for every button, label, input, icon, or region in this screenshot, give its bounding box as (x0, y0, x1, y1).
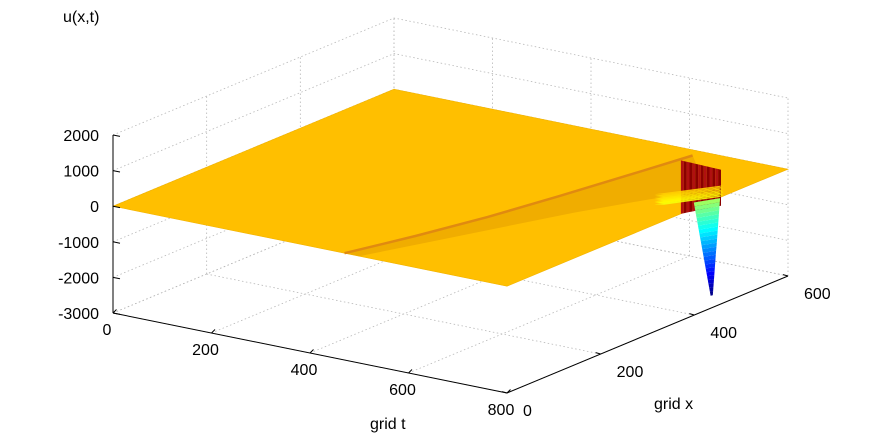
axes-box (112, 134, 789, 394)
spike-band (654, 190, 724, 201)
spike-band (706, 271, 715, 277)
z-tick-mark (112, 312, 121, 315)
spike-band (709, 287, 714, 292)
spike-band (708, 283, 714, 288)
spike-band (707, 279, 714, 284)
t-tick-labels: 0 200 400 600 800 (103, 322, 515, 419)
spike-band (701, 242, 717, 250)
t-tick-label: 400 (291, 362, 318, 379)
grid-line (112, 17, 789, 136)
z-tick-label: -1000 (58, 235, 99, 252)
ridge-crest (344, 154, 693, 255)
t-axis-label: grid t (370, 416, 406, 433)
x-tick-mark (689, 313, 695, 316)
spike-band (695, 210, 720, 218)
spike-band (693, 198, 721, 207)
spike-band (654, 192, 724, 202)
x-axis-label: grid x (654, 396, 693, 413)
spike-band (699, 230, 718, 238)
spike-band (702, 250, 717, 257)
spike-band (654, 188, 724, 198)
z-tick-label: 2000 (63, 128, 99, 145)
grid-line (211, 215, 493, 334)
spike-wall-strip (686, 161, 690, 213)
t-tick-mark (211, 329, 216, 334)
z-tick-mark (112, 205, 121, 209)
spike-band (698, 226, 718, 234)
z-tick-mark (112, 134, 121, 137)
z-tick-label: -2000 (58, 270, 99, 287)
surface (111, 88, 790, 296)
t-tick-label: 200 (192, 342, 219, 359)
grid-line (408, 255, 690, 374)
grid-line (206, 273, 601, 355)
spike-band (654, 193, 724, 204)
spike-band (700, 238, 718, 246)
spike-band (695, 206, 720, 215)
x-tick-label: 600 (804, 286, 831, 303)
spike-band (654, 195, 724, 205)
spike-band (698, 222, 719, 230)
t-tick-mark (112, 309, 117, 314)
z-tick-label: 1000 (63, 164, 99, 181)
spike-band (705, 262, 716, 269)
z-tick-label: 0 (90, 199, 99, 216)
z-tick-labels: 2000 1000 0 -1000 -2000 -3000 (58, 128, 99, 323)
z-tick-mark (112, 241, 121, 244)
x-tick-label: 200 (617, 364, 644, 381)
spike-wall-strip (680, 160, 684, 214)
spike-band (709, 291, 714, 296)
spike-band (654, 185, 724, 195)
t-tick-mark (506, 389, 511, 394)
spike-band (694, 202, 720, 211)
x-tick-labels: 0 200 400 600 (523, 286, 831, 420)
surface-plateau (111, 88, 790, 287)
spike-band (703, 254, 716, 261)
spike-band (700, 234, 718, 242)
spike-wall-strip (683, 161, 687, 214)
x-tick-mark (782, 274, 789, 277)
t-tick-mark (309, 349, 314, 354)
z-tick-mark (112, 276, 121, 280)
spike-band (654, 186, 724, 197)
spike-band (654, 189, 724, 199)
spike-band (705, 267, 715, 273)
t-tick-label: 800 (488, 402, 515, 419)
spike-band (697, 218, 719, 226)
z-tick-label: -3000 (58, 306, 99, 323)
z-tick-mark (112, 170, 121, 173)
x-axis-line (506, 275, 789, 394)
x-tick-label: 400 (710, 325, 737, 342)
grid-line (112, 53, 789, 171)
x-tick-mark (501, 391, 508, 394)
t-tick-mark (408, 369, 413, 374)
t-tick-label: 600 (389, 382, 416, 399)
spike-band (704, 258, 716, 265)
x-tick-mark (595, 352, 601, 355)
spike-band (702, 246, 717, 253)
x-tick-label: 0 (523, 403, 532, 420)
grid-line (112, 195, 395, 314)
spike-wall-strip (689, 162, 693, 212)
z-axis-label: u(x,t) (63, 9, 99, 26)
spike-band (707, 275, 715, 281)
t-tick-label: 0 (103, 322, 112, 339)
spike-band (696, 214, 719, 222)
grid-line (309, 235, 592, 354)
